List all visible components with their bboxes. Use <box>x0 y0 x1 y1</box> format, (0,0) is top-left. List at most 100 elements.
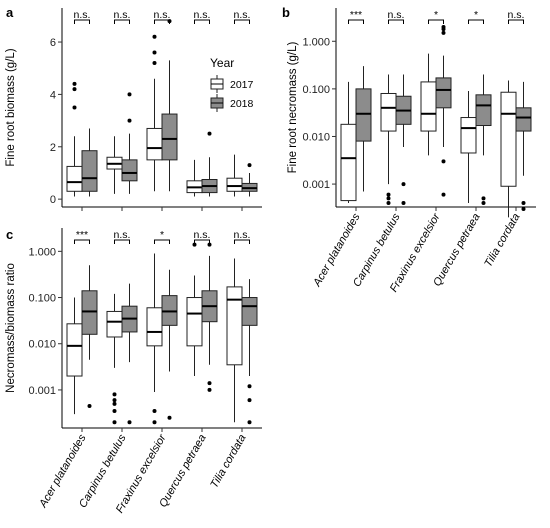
significance-label: n.s. <box>154 9 171 21</box>
panel-letter: a <box>6 5 14 20</box>
outlier-point <box>152 50 157 55</box>
box-2018 <box>395 74 412 206</box>
outlier-point <box>72 105 77 110</box>
y-tick-label: 2 <box>50 142 56 154</box>
category-fraxinus-excelsior: n.s. <box>146 9 178 211</box>
outlier-point <box>247 398 252 403</box>
significance-bracket <box>114 19 130 24</box>
y-tick-label: 0.010 <box>28 339 56 351</box>
x-tick-label: Tilia cordata <box>208 433 248 491</box>
outlier-point <box>152 60 157 65</box>
significance-label: * <box>474 9 478 21</box>
legend-key-2018 <box>210 94 224 112</box>
outlier-point <box>127 420 132 425</box>
outlier-point <box>441 192 446 197</box>
box-2017 <box>500 80 517 218</box>
significance-bracket <box>348 19 364 24</box>
box-body <box>435 77 452 109</box>
category-acer-platanoides: ***Acer platanoides <box>311 9 372 289</box>
y-tick-label: 6 <box>50 37 56 49</box>
outlier-point <box>87 403 92 408</box>
outlier-point <box>386 196 391 201</box>
category-tilia-cordata: n.s. Tilia cordata <box>208 229 258 491</box>
outlier-point <box>112 398 117 403</box>
significance-bracket <box>154 19 170 24</box>
outlier-point <box>401 201 406 206</box>
box-body <box>146 127 163 161</box>
y-axis-title: Fine root necromass (g/L) <box>287 42 299 174</box>
category-carpinus-betulus: n.s.Carpinus betulus <box>77 229 138 510</box>
significance-label: n.s. <box>234 229 251 241</box>
box-2017 <box>420 53 437 156</box>
box-2018 <box>241 279 258 425</box>
significance-label: n.s. <box>114 229 131 241</box>
y-tick-label: 1.000 <box>302 36 330 48</box>
box-2017 <box>186 242 203 377</box>
box-2017 <box>186 159 203 197</box>
significance-label: n.s. <box>508 9 525 21</box>
y-tick-label: 4 <box>50 89 56 101</box>
box-body <box>460 117 477 154</box>
category-quercus-petraea: n.s.Quercus petraea <box>157 229 218 509</box>
outlier-point <box>112 408 117 413</box>
box-2017 <box>340 81 357 204</box>
outlier-point <box>247 163 252 168</box>
outlier-point <box>386 201 391 206</box>
category-quercus-petraea: *Quercus petraea <box>431 9 492 288</box>
box-body <box>241 297 258 326</box>
box-2018 <box>161 19 178 192</box>
box-body <box>66 323 83 377</box>
box-2017 <box>66 297 83 415</box>
outlier-point <box>207 381 212 386</box>
outlier-point <box>401 182 406 187</box>
box-body <box>66 165 83 192</box>
box-2017 <box>106 136 123 194</box>
box-2018 <box>201 242 218 392</box>
box-2018 <box>475 74 492 206</box>
legend-label: 2017 <box>230 79 254 91</box>
box-body <box>226 177 243 192</box>
significance-bracket <box>234 239 250 244</box>
panel-a: a 0 2 4 6 Fine root biomass (g/L) n.s. n.s. n.s.… <box>5 5 262 211</box>
box-body <box>146 307 163 347</box>
box-2018 <box>161 269 178 420</box>
box-2018 <box>81 128 98 197</box>
significance-bracket <box>234 19 250 24</box>
outlier-point <box>112 420 117 425</box>
box-2017 <box>106 293 123 425</box>
significance-label: n.s. <box>234 9 251 21</box>
outlier-point <box>521 201 526 206</box>
x-tick-label: Tilia cordata <box>482 212 522 270</box>
outlier-point <box>112 392 117 397</box>
panel-letter: b <box>282 5 290 20</box>
significance-label: * <box>434 9 438 21</box>
legend: Year 2017 2018 <box>210 56 254 112</box>
outlier-point <box>72 87 77 92</box>
significance-label: n.s. <box>194 9 211 21</box>
y-tick-label: 0 <box>50 194 56 206</box>
box-body <box>355 88 372 142</box>
legend-label: 2018 <box>230 98 254 110</box>
box-body <box>500 91 517 187</box>
outlier-point <box>192 242 197 247</box>
outlier-point <box>441 24 446 29</box>
panel-letter: c <box>6 227 13 242</box>
category-carpinus-betulus: n.s.Carpinus betulus <box>351 9 412 289</box>
y-tick-label: 1.000 <box>28 246 56 258</box>
box-body <box>515 107 532 132</box>
box-2018 <box>121 92 138 194</box>
outlier-point <box>247 420 252 425</box>
y-tick-label: 0.100 <box>28 293 56 305</box>
outlier-point <box>152 408 157 413</box>
legend-title: Year <box>210 56 234 70</box>
outlier-point <box>481 201 486 206</box>
significance-label: * <box>160 229 164 241</box>
y-tick-label: 0.100 <box>302 84 330 96</box>
significance-label: *** <box>350 9 362 21</box>
y-tick-label: 0.010 <box>302 131 330 143</box>
significance-bracket <box>508 19 524 24</box>
category-tilia-cordata: n.s. Tilia cordata <box>482 9 532 270</box>
significance-bracket <box>74 239 90 244</box>
